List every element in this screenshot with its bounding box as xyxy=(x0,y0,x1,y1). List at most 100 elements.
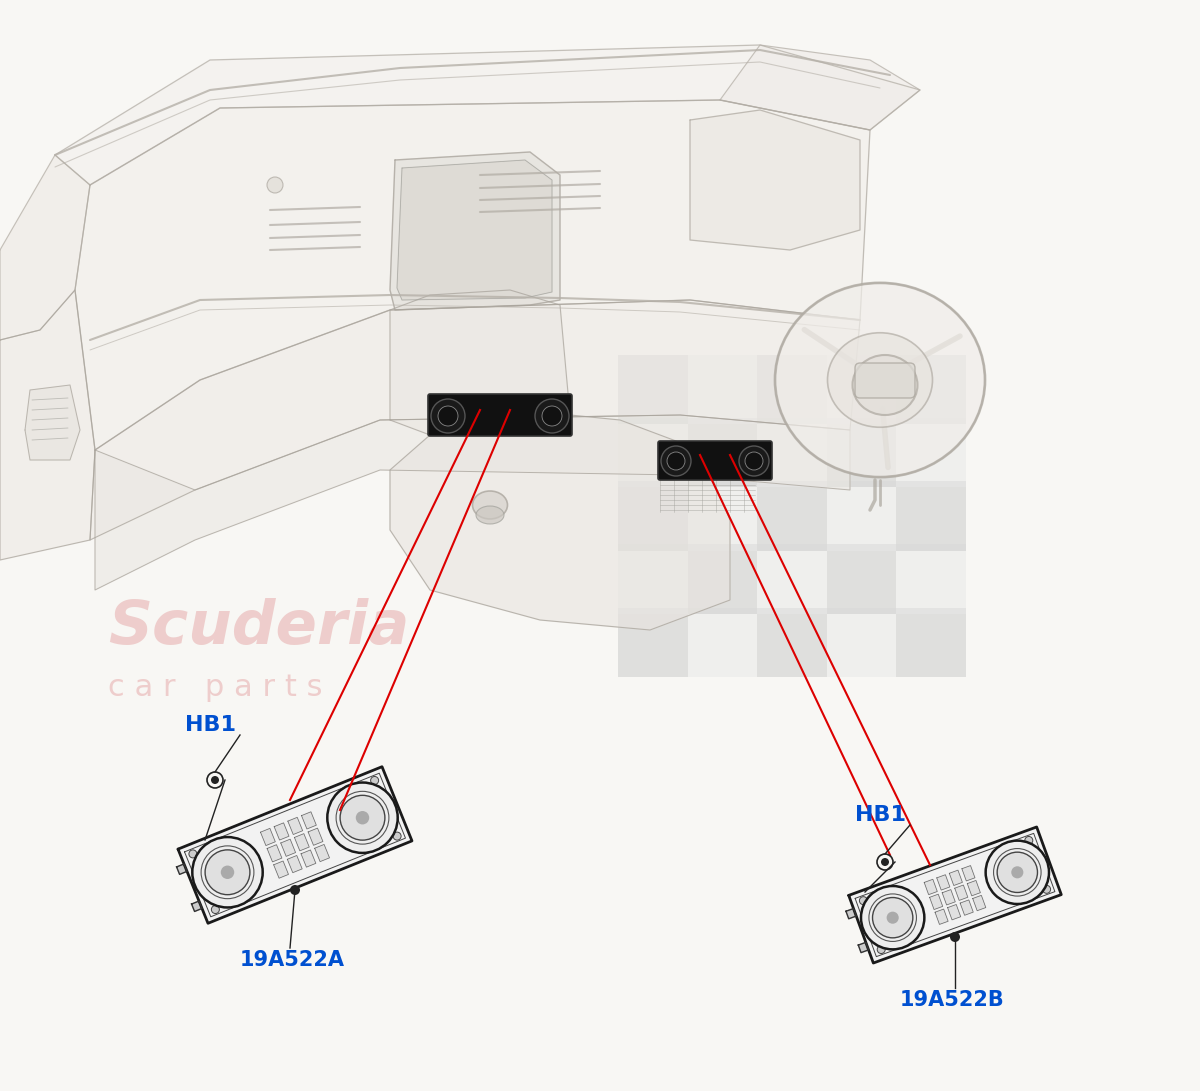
Circle shape xyxy=(542,406,562,425)
Circle shape xyxy=(340,795,385,840)
Circle shape xyxy=(1043,885,1050,894)
Text: 19A522A: 19A522A xyxy=(240,950,346,970)
Bar xyxy=(618,481,688,551)
Circle shape xyxy=(887,912,899,924)
Bar xyxy=(688,355,757,424)
Bar xyxy=(618,544,688,614)
FancyBboxPatch shape xyxy=(658,441,772,480)
Polygon shape xyxy=(397,160,552,300)
Circle shape xyxy=(1012,866,1024,878)
Bar xyxy=(688,418,757,488)
Circle shape xyxy=(535,399,569,433)
Polygon shape xyxy=(942,889,955,904)
FancyBboxPatch shape xyxy=(854,363,916,398)
Circle shape xyxy=(394,832,401,840)
Circle shape xyxy=(438,406,458,425)
Polygon shape xyxy=(858,943,869,952)
Circle shape xyxy=(739,446,769,476)
Circle shape xyxy=(205,850,250,895)
Polygon shape xyxy=(74,100,870,449)
Circle shape xyxy=(221,865,234,879)
Bar xyxy=(896,418,966,488)
Circle shape xyxy=(211,776,220,784)
Circle shape xyxy=(192,837,263,908)
Polygon shape xyxy=(55,45,920,185)
Polygon shape xyxy=(948,904,961,920)
Polygon shape xyxy=(287,855,302,873)
Circle shape xyxy=(328,782,397,853)
Polygon shape xyxy=(690,110,860,250)
Bar xyxy=(757,481,827,551)
Circle shape xyxy=(290,885,300,895)
Polygon shape xyxy=(288,817,302,835)
Bar xyxy=(827,544,896,614)
Ellipse shape xyxy=(852,355,918,415)
Polygon shape xyxy=(390,152,560,310)
Text: Scuderia: Scuderia xyxy=(108,598,409,657)
Polygon shape xyxy=(720,45,920,130)
Circle shape xyxy=(860,886,924,949)
Polygon shape xyxy=(314,844,330,862)
Text: c a r   p a r t s: c a r p a r t s xyxy=(108,673,323,702)
Polygon shape xyxy=(281,839,295,856)
Circle shape xyxy=(872,898,913,938)
Bar xyxy=(896,544,966,614)
Bar xyxy=(757,608,827,678)
Polygon shape xyxy=(260,828,275,846)
Circle shape xyxy=(950,932,960,942)
Polygon shape xyxy=(0,155,90,340)
Text: 19A522B: 19A522B xyxy=(900,990,1004,1010)
Ellipse shape xyxy=(775,283,985,477)
Circle shape xyxy=(877,946,886,954)
Circle shape xyxy=(859,897,868,904)
Bar xyxy=(896,481,966,551)
Circle shape xyxy=(355,811,370,825)
Text: HB1: HB1 xyxy=(854,805,906,825)
Circle shape xyxy=(371,777,379,784)
Bar xyxy=(688,608,757,678)
Bar xyxy=(618,355,688,424)
Polygon shape xyxy=(308,828,323,846)
Polygon shape xyxy=(294,834,310,851)
Bar xyxy=(827,608,896,678)
Circle shape xyxy=(211,906,220,913)
Polygon shape xyxy=(967,880,980,896)
Circle shape xyxy=(1025,837,1033,844)
Polygon shape xyxy=(90,300,860,540)
Polygon shape xyxy=(937,875,950,890)
Polygon shape xyxy=(973,896,985,911)
Bar xyxy=(618,418,688,488)
Polygon shape xyxy=(268,844,282,862)
Polygon shape xyxy=(955,885,968,900)
Bar xyxy=(618,608,688,678)
Polygon shape xyxy=(962,865,974,880)
Bar xyxy=(827,481,896,551)
Polygon shape xyxy=(301,850,316,867)
Bar xyxy=(827,418,896,488)
Polygon shape xyxy=(176,864,187,874)
Ellipse shape xyxy=(473,491,508,519)
Circle shape xyxy=(266,177,283,193)
FancyBboxPatch shape xyxy=(428,394,572,436)
Circle shape xyxy=(985,841,1049,904)
Bar xyxy=(896,355,966,424)
Polygon shape xyxy=(848,827,1061,963)
Bar xyxy=(896,608,966,678)
Polygon shape xyxy=(192,901,202,911)
Polygon shape xyxy=(935,909,948,924)
Polygon shape xyxy=(301,812,317,829)
Polygon shape xyxy=(25,385,80,460)
Bar xyxy=(688,481,757,551)
Polygon shape xyxy=(390,415,730,630)
Circle shape xyxy=(745,452,763,470)
Circle shape xyxy=(661,446,691,476)
Circle shape xyxy=(431,399,466,433)
Polygon shape xyxy=(0,290,95,560)
Bar xyxy=(757,418,827,488)
Circle shape xyxy=(188,850,197,858)
Ellipse shape xyxy=(828,333,932,428)
Bar xyxy=(827,355,896,424)
Bar xyxy=(757,544,827,614)
Polygon shape xyxy=(846,909,857,919)
Polygon shape xyxy=(949,871,962,886)
